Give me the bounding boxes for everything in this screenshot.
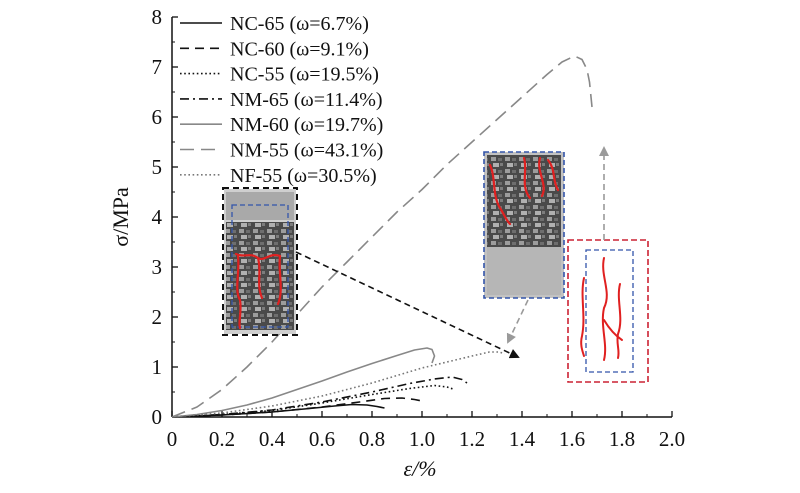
legend: NC-65 (ω=6.7%) NC-60 (ω=9.1%) NC-55 (ω=19.… [180, 13, 383, 187]
x-tick-label: 0 [167, 427, 178, 451]
x-tick-label: 0.2 [209, 427, 235, 451]
series-line-nc-60 [171, 397, 423, 418]
legend-label-nc-65: NC-65 (ω=6.7%) [230, 13, 369, 35]
series-line-nm-65 [171, 376, 468, 418]
crack-line [256, 256, 264, 300]
series-line-nm-55 [171, 55, 593, 418]
series-line-nf-55 [171, 351, 505, 418]
x-tick-label: 1.6 [559, 427, 585, 451]
legend-label-nf-55: NF-55 (ω=30.5%) [230, 165, 377, 187]
x-ticks: 0 0.2 0.4 0.6 0.8 1.0 1.2 1.4 1.6 1.8 2.0 [167, 411, 685, 451]
crack-sketch-nf-55 [567, 239, 649, 383]
crack-line [601, 257, 608, 361]
arrow-photo1-to-curve [295, 251, 520, 359]
arrow-photo2-to-curve [506, 299, 529, 344]
legend-label-nc-60: NC-60 (ω=9.1%) [230, 38, 369, 60]
sketch-frame-inner [585, 249, 634, 373]
crack-line [538, 156, 545, 198]
photo-rubble [487, 155, 561, 247]
annotation-arrows [295, 146, 609, 359]
crack-line [236, 254, 242, 330]
crack-lines [580, 257, 623, 361]
crack-line [276, 254, 282, 306]
x-tick-label: 1.4 [509, 427, 536, 451]
y-axis-title: σ/MPa [108, 187, 133, 247]
sketch-frame-outer [567, 239, 649, 383]
series-line-nm-60 [171, 347, 436, 418]
x-axis-title: ε/% [403, 456, 436, 481]
photo-inner-frame [231, 204, 289, 328]
specimen-photo-nm-60 [222, 187, 298, 336]
crack-lines [234, 252, 282, 330]
y-tick-label: 1 [152, 355, 163, 379]
series-lines [171, 55, 593, 418]
crack-line [603, 319, 623, 341]
x-tick-label: 0.8 [359, 427, 385, 451]
y-tick-label: 4 [152, 205, 163, 229]
specimen-photo-nm-55 [483, 151, 565, 299]
y-tick-label: 3 [152, 255, 163, 279]
legend-label-nc-55: NC-55 (ω=19.5%) [230, 64, 379, 86]
series-line-nc-55 [171, 384, 455, 418]
crack-lines [488, 156, 560, 226]
x-tick-label: 1.8 [609, 427, 635, 451]
crack-line [488, 163, 512, 226]
legend-label-nm-55: NM-55 (ω=43.1%) [230, 140, 383, 162]
y-tick-label: 0 [152, 405, 163, 429]
x-tick-label: 0.6 [309, 427, 335, 451]
legend-label-nm-65: NM-65 (ω=11.4%) [230, 89, 383, 111]
x-tick-label: 0.4 [259, 427, 286, 451]
y-ticks: 0 1 2 3 4 5 6 7 8 [152, 5, 178, 429]
crack-line [546, 158, 560, 192]
x-tick-label: 1.2 [459, 427, 485, 451]
photo-frame [483, 151, 565, 299]
y-tick-label: 8 [152, 5, 163, 29]
y-tick-label: 7 [152, 55, 163, 79]
legend-label-nm-60: NM-60 (ω=19.7%) [230, 114, 383, 136]
x-tick-label: 2.0 [659, 427, 685, 451]
y-tick-label: 2 [152, 305, 163, 329]
crack-line [616, 283, 622, 359]
crack-line [580, 277, 585, 357]
photo-top-band [226, 192, 294, 220]
crack-line [522, 156, 532, 200]
photo-lower-body [487, 247, 561, 295]
y-tick-label: 6 [152, 105, 163, 129]
y-tick-label: 5 [152, 155, 163, 179]
x-tick-label: 1.0 [409, 427, 435, 451]
